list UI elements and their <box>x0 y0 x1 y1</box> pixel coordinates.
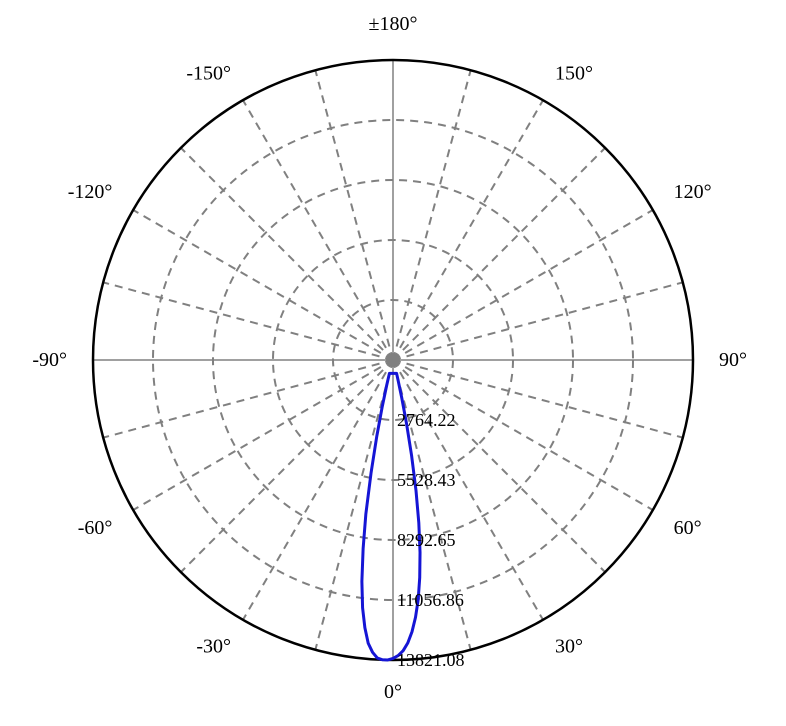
angle-label--30: -30° <box>196 636 231 658</box>
angle-label-120: 120° <box>674 181 712 203</box>
angle-label--60: -60° <box>78 517 113 539</box>
angle-label-180: ±180° <box>369 13 418 35</box>
radial-label-1: 2764.22 <box>397 410 456 430</box>
radial-label-4: 11056.86 <box>397 590 464 610</box>
angle-label--150: -150° <box>186 62 231 84</box>
angle-label-150: 150° <box>555 62 593 84</box>
radial-label-2: 5528.43 <box>397 470 456 490</box>
angle-label--90: -90° <box>32 349 67 371</box>
radial-label-3: 8292.65 <box>397 530 456 550</box>
polar-chart: ±180° 150° 120° 90° 60° 30° 0° -30° -60° -90° -120… <box>0 0 786 726</box>
center-dot <box>386 353 400 367</box>
radial-label-5: 13821.08 <box>397 650 465 670</box>
angle-label-90: 90° <box>719 349 747 371</box>
angle-label--120: -120° <box>68 181 113 203</box>
angle-label-0: 0° <box>384 681 402 703</box>
angle-label-30: 30° <box>555 636 583 658</box>
angle-label-60: 60° <box>674 517 702 539</box>
